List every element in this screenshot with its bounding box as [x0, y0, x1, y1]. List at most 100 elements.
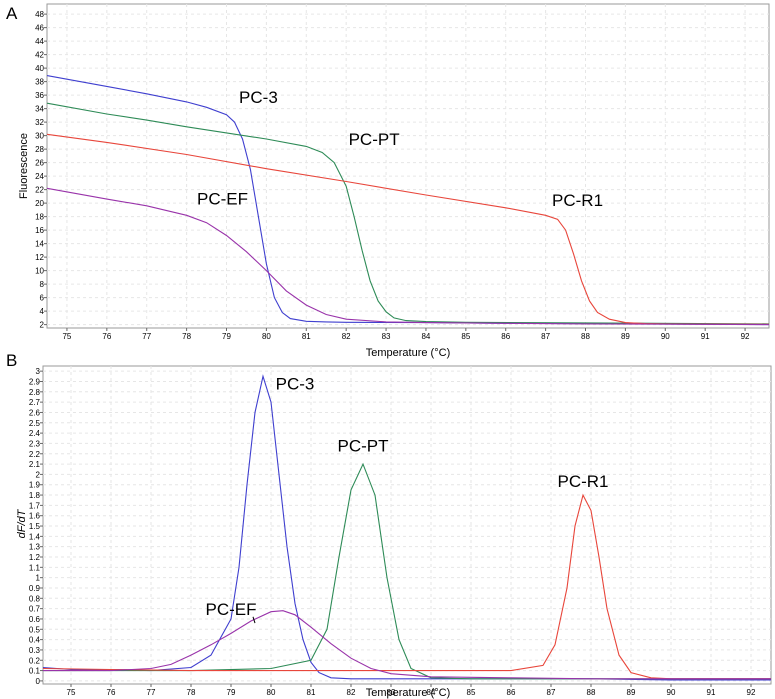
- y-tick-label: 0: [36, 677, 41, 686]
- series-label-pc-3: PC-3: [276, 375, 315, 394]
- x-tick-label: 87: [541, 332, 550, 341]
- y-tick-label: 0.2: [29, 656, 41, 665]
- y-tick-label: 2: [40, 321, 45, 330]
- y-tick-label: 14: [35, 240, 44, 249]
- series-line-pc-ef: [46, 187, 770, 326]
- x-ticks-b: 75 76 77 78 79 80 81 82 83 84 85 86 87 88 89 90 91 92: [67, 684, 756, 697]
- y-tick-label: 1.5: [29, 522, 41, 531]
- x-tick-label: 82: [342, 332, 351, 341]
- y-tick-label: 1.2: [29, 553, 41, 562]
- x-tick-label: 88: [587, 688, 596, 697]
- y-tick-label: 42: [35, 51, 44, 60]
- plot-area-b: [42, 365, 772, 685]
- x-tick-label: 92: [741, 332, 750, 341]
- y-tick-label: 2.7: [29, 398, 41, 407]
- y-tick-label: 48: [35, 10, 44, 19]
- y-tick-label: 2.2: [29, 450, 41, 459]
- x-tick-label: 83: [382, 332, 391, 341]
- x-tick-label: 84: [421, 332, 430, 341]
- x-tick-label: 88: [581, 332, 590, 341]
- gridlines-b: [43, 366, 771, 684]
- y-tick-label: 0.3: [29, 646, 41, 655]
- y-tick-label: 22: [35, 186, 44, 195]
- series-label-pc-ef: PC-EF: [197, 189, 248, 208]
- x-tick-label: 83: [387, 688, 396, 697]
- y-tick-label: 18: [35, 213, 44, 222]
- y-tick-label: 16: [35, 226, 44, 235]
- x-tick-label: 76: [102, 332, 111, 341]
- x-tick-label: 78: [182, 332, 191, 341]
- y-tick-label: 2.1: [29, 460, 41, 469]
- y-tick-label: 1.3: [29, 543, 41, 552]
- x-tick-label: 84: [427, 688, 436, 697]
- y-tick-label: 30: [35, 132, 44, 141]
- x-axis-label-b: Temperature (°C): [366, 687, 450, 699]
- y-tick-label: 2.6: [29, 408, 41, 417]
- y-axis-label-b: dF/dT: [16, 508, 28, 538]
- y-tick-label: 4: [40, 307, 45, 316]
- x-tick-label: 80: [262, 332, 271, 341]
- y-tick-label: 8: [40, 280, 45, 289]
- y-ticks-b: 00.1 0.20.30.4 0.50.60.7 0.80.91 1.11.21.3 1.…: [29, 367, 43, 686]
- x-tick-label: 90: [667, 688, 676, 697]
- y-tick-label: 6: [40, 294, 45, 303]
- panel-letter-a: A: [6, 4, 18, 23]
- x-tick-label: 85: [461, 332, 470, 341]
- y-tick-label: 2.5: [29, 419, 41, 428]
- x-tick-label: 79: [222, 332, 231, 341]
- y-tick-label: 46: [35, 24, 44, 33]
- x-tick-label: 86: [507, 688, 516, 697]
- series-line-pc-3: [42, 374, 771, 681]
- x-tick-label: 89: [621, 332, 630, 341]
- series-line-pc-r1: [46, 133, 770, 325]
- series-line-pc-ef: [43, 610, 771, 680]
- x-tick-label: 91: [707, 688, 716, 697]
- x-tick-label: 92: [747, 688, 756, 697]
- panel-a: A 75 76 77 78 79 80 81 82 83 84 85 86 87 88 89 90 91 92 2…: [6, 3, 770, 359]
- y-tick-label: 1.6: [29, 512, 41, 521]
- x-tick-label: 75: [62, 332, 71, 341]
- series-label-pc-pt: PC-PT: [349, 130, 400, 149]
- x-tick-label: 81: [302, 332, 311, 341]
- x-axis-label-a: Temperature (°C): [366, 347, 450, 359]
- series-labels-a: PC-3 PC-PT PC-R1 PC-EF: [197, 88, 603, 210]
- gridlines-a: [47, 4, 769, 328]
- y-tick-label: 0.6: [29, 615, 41, 624]
- y-ticks-a: 2468101214161820222426283032343638404244…: [35, 10, 47, 330]
- x-tick-label: 76: [107, 688, 116, 697]
- y-tick-label: 3: [36, 367, 41, 376]
- series-label-pc-r1: PC-R1: [552, 191, 603, 210]
- panel-b: B 75 76 77 78 79 80 81 82 83 84 85 86 87 88 89 90 91 92 0…: [6, 351, 772, 699]
- plot-area-a: [46, 3, 770, 329]
- y-tick-label: 2.8: [29, 388, 41, 397]
- y-tick-label: 0.8: [29, 594, 41, 603]
- series-line-pc-pt: [43, 462, 771, 680]
- y-tick-label: 26: [35, 159, 44, 168]
- x-tick-label: 89: [627, 688, 636, 697]
- y-tick-label: 2.9: [29, 377, 41, 386]
- x-tick-label: 82: [347, 688, 356, 697]
- series-label-pc-pt: PC-PT: [338, 437, 389, 456]
- series-line-pc-pt: [46, 102, 770, 325]
- y-tick-label: 2.3: [29, 439, 41, 448]
- x-tick-label: 77: [147, 688, 156, 697]
- y-tick-label: 0.7: [29, 605, 41, 614]
- x-tick-label: 80: [267, 688, 276, 697]
- y-tick-label: 1.7: [29, 501, 41, 510]
- y-tick-label: 38: [35, 78, 44, 87]
- x-tick-label: 75: [67, 688, 76, 697]
- x-tick-label: 90: [661, 332, 670, 341]
- y-tick-label: 44: [35, 37, 44, 46]
- series-line-pc-r1: [42, 493, 771, 680]
- x-tick-label: 87: [547, 688, 556, 697]
- pc-ef-leader-line: [252, 616, 256, 624]
- series-label-pc-ef: PC-EF: [206, 600, 257, 619]
- y-tick-label: 12: [35, 253, 44, 262]
- series-label-pc-3: PC-3: [239, 88, 278, 107]
- y-tick-label: 28: [35, 145, 44, 154]
- x-tick-label: 85: [467, 688, 476, 697]
- panel-letter-b: B: [6, 351, 17, 370]
- x-tick-label: 77: [142, 332, 151, 341]
- x-tick-label: 79: [227, 688, 236, 697]
